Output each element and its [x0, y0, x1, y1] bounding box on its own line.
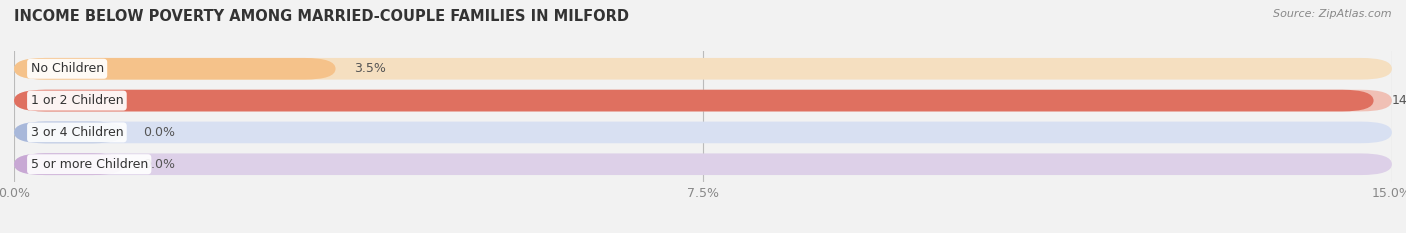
Text: No Children: No Children: [31, 62, 104, 75]
Text: 14.8%: 14.8%: [1392, 94, 1406, 107]
FancyBboxPatch shape: [14, 58, 336, 80]
Text: 1 or 2 Children: 1 or 2 Children: [31, 94, 124, 107]
FancyBboxPatch shape: [14, 90, 1392, 111]
Text: 3.5%: 3.5%: [354, 62, 385, 75]
FancyBboxPatch shape: [14, 153, 1392, 175]
Text: INCOME BELOW POVERTY AMONG MARRIED-COUPLE FAMILIES IN MILFORD: INCOME BELOW POVERTY AMONG MARRIED-COUPL…: [14, 9, 628, 24]
Text: 5 or more Children: 5 or more Children: [31, 158, 148, 171]
FancyBboxPatch shape: [14, 122, 1392, 143]
Text: 0.0%: 0.0%: [142, 158, 174, 171]
FancyBboxPatch shape: [14, 122, 124, 143]
FancyBboxPatch shape: [14, 58, 1392, 80]
FancyBboxPatch shape: [14, 90, 1374, 111]
FancyBboxPatch shape: [14, 153, 124, 175]
Text: Source: ZipAtlas.com: Source: ZipAtlas.com: [1274, 9, 1392, 19]
Text: 0.0%: 0.0%: [142, 126, 174, 139]
Text: 3 or 4 Children: 3 or 4 Children: [31, 126, 124, 139]
